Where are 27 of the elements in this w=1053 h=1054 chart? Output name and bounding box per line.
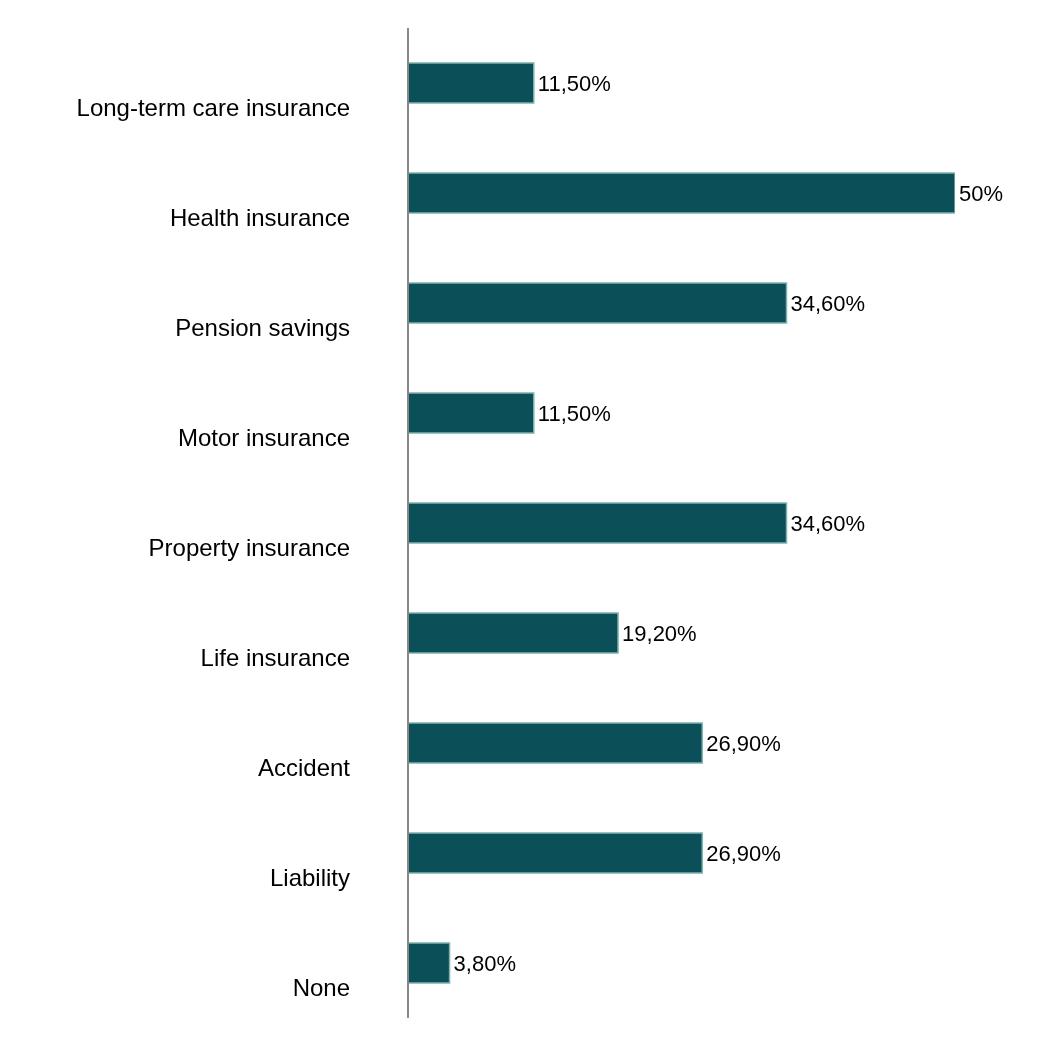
data-label: 50%: [959, 180, 1004, 206]
data-label: 19,20%: [622, 620, 697, 646]
y-tick-label: Motor insurance: [177, 423, 350, 451]
bar: [408, 172, 955, 214]
y-tick-label: Pension savings: [175, 313, 350, 341]
data-label: 3,80%: [453, 950, 516, 976]
data-label: 34,60%: [790, 290, 866, 316]
bar: [408, 282, 788, 324]
bar: [408, 62, 535, 104]
bar: [408, 832, 704, 874]
bar: [408, 392, 535, 434]
data-label: 11,50%: [537, 400, 611, 426]
bar: [408, 612, 619, 654]
bar: [408, 942, 451, 984]
y-tick-label: Long-term care insurance: [76, 93, 350, 121]
bar: [408, 722, 704, 764]
data-label: 11,50%: [537, 70, 611, 96]
y-tick-label: Liability: [269, 863, 350, 891]
data-label: 26,90%: [706, 730, 781, 756]
y-tick-label: Health insurance: [169, 203, 350, 231]
y-tick-label: Life insurance: [200, 643, 350, 671]
y-tick-label: Property insurance: [148, 533, 350, 561]
data-label: 34,60%: [790, 510, 866, 536]
y-tick-label: Accident: [257, 753, 351, 781]
y-tick-label: None: [292, 973, 350, 1001]
bar: [408, 502, 788, 544]
data-label: 26,90%: [706, 840, 781, 866]
